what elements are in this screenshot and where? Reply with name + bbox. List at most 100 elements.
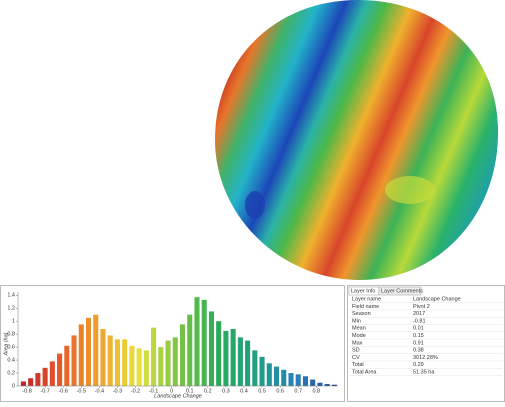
bar (28, 378, 34, 386)
y-tick-label: 0.4 (7, 358, 15, 364)
bar (274, 366, 280, 386)
info-value: 2017 (413, 311, 425, 317)
bar (122, 339, 128, 386)
bar (201, 299, 207, 386)
info-label: Season (352, 311, 371, 317)
info-value: 51.35 ha (413, 369, 435, 375)
info-label: Layer name (352, 296, 381, 302)
info-value: 0.01 (413, 326, 424, 332)
bar (259, 356, 265, 386)
bar (85, 317, 92, 386)
x-tick-label: 0.3 (222, 388, 230, 394)
bar (216, 321, 222, 386)
bar (129, 345, 135, 386)
field-map (215, 0, 499, 280)
bar (78, 324, 84, 386)
bar (64, 345, 70, 386)
info-label: Min (352, 318, 361, 324)
bar (143, 350, 149, 386)
bar (281, 369, 287, 386)
bar (165, 340, 171, 386)
y-tick-label: 0.2 (7, 370, 15, 376)
info-value: 0.38 (413, 348, 424, 354)
x-tick-label: -0.6 (58, 388, 67, 394)
info-label: CV (352, 355, 360, 361)
info-value: 0.91 (413, 340, 424, 346)
x-tick-label: 0.1 (186, 388, 194, 394)
info-value: 0.29 (413, 362, 424, 368)
bar (252, 350, 258, 386)
x-tick-label: 0.8 (312, 388, 320, 394)
bar (57, 353, 63, 386)
x-axis-label: Landscape Change (154, 393, 202, 399)
y-tick-label: 1 (12, 319, 15, 325)
info-label: Total (352, 362, 364, 368)
bar (302, 376, 308, 386)
x-tick-label: 0.4 (240, 388, 248, 394)
info-value: 3012.28% (413, 355, 438, 361)
x-tick-label: -0.3 (113, 388, 122, 394)
bar (93, 314, 99, 386)
bar (317, 382, 323, 386)
info-label: Mode (352, 333, 366, 339)
info-value: -0.81 (413, 318, 426, 324)
tab-label: Layer Info (351, 288, 375, 294)
bar (35, 373, 41, 386)
bar (107, 335, 113, 386)
y-tick-label: 1.2 (7, 306, 15, 312)
bar (42, 367, 48, 386)
bar (245, 340, 251, 386)
layer-info-panel (347, 285, 505, 402)
bar (288, 373, 294, 386)
bar (331, 384, 337, 386)
bar (136, 348, 142, 386)
x-tick-label: 0.7 (294, 388, 302, 394)
bar (237, 337, 243, 386)
x-tick-label: 0.6 (276, 388, 284, 394)
bar (151, 327, 157, 386)
y-tick-label: 0.8 (7, 332, 15, 338)
bar (324, 384, 330, 386)
x-tick-label: -0.8 (22, 388, 31, 394)
x-tick-label: -0.1 (149, 388, 158, 394)
y-tick-label: 1.4 (7, 293, 15, 299)
info-label: Max (352, 340, 363, 346)
info-label: Mean (352, 326, 366, 332)
tab[interactable] (378, 286, 422, 296)
info-label: Total Area (352, 369, 377, 375)
bar (310, 379, 316, 386)
bar (49, 361, 55, 386)
bar (223, 330, 229, 386)
tab-label: Layer Comments (381, 288, 423, 294)
y-tick-label: 0.6 (7, 345, 15, 351)
bar (208, 311, 214, 386)
bar (172, 337, 178, 386)
bar (100, 328, 106, 386)
bar (114, 339, 120, 386)
bar (158, 347, 164, 386)
info-value: 0.15 (413, 333, 424, 339)
x-tick-label: 0.5 (258, 388, 266, 394)
bar (194, 297, 200, 386)
info-label: SD (352, 348, 360, 354)
bar (20, 381, 26, 386)
y-axis-label: Area (ha) (3, 332, 9, 356)
bar (71, 335, 77, 386)
x-tick-label: -0.2 (131, 388, 140, 394)
info-label: Field name (352, 304, 379, 310)
bar (266, 363, 272, 386)
x-tick-label: 0.2 (204, 388, 212, 394)
y-tick-label: 0 (12, 383, 15, 389)
x-tick-label: -0.5 (77, 388, 86, 394)
x-tick-label: 0 (170, 388, 173, 394)
bar (179, 324, 186, 386)
x-tick-label: -0.4 (95, 388, 104, 394)
bar (230, 328, 236, 386)
info-value: Landscape Change (413, 296, 461, 302)
x-tick-label: -0.7 (40, 388, 49, 394)
bar (187, 314, 193, 386)
bar (295, 374, 301, 386)
info-value: Pivot 2 (413, 304, 430, 310)
